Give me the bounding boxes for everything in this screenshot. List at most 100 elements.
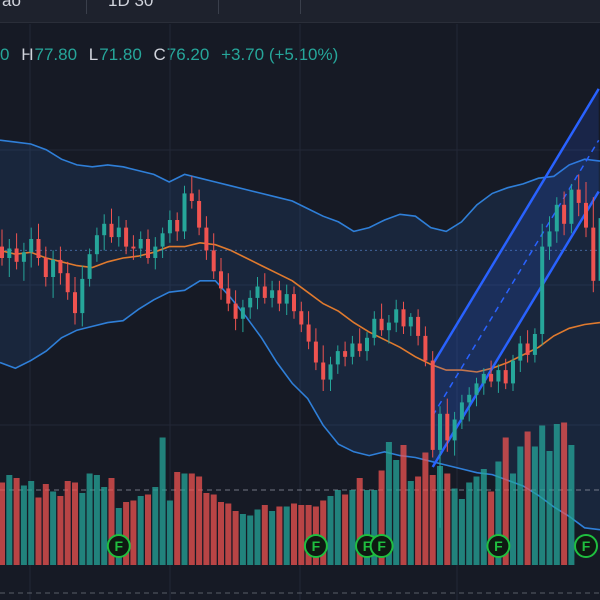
candle-body <box>503 370 508 384</box>
candle-body <box>299 311 304 325</box>
candle-body <box>204 227 209 251</box>
candle-body <box>489 373 494 382</box>
candle-body <box>116 227 121 238</box>
volume-bar <box>400 445 407 565</box>
volume-bar <box>451 488 458 565</box>
toolbar-separator <box>300 0 301 14</box>
volume-bar <box>458 499 465 565</box>
candle-body <box>532 334 537 355</box>
volume-bar <box>502 437 509 565</box>
volume-bar <box>6 475 13 565</box>
volume-bar <box>371 490 378 565</box>
candle-body <box>313 341 318 363</box>
volume-bar <box>57 496 64 565</box>
candle-body <box>248 297 253 308</box>
channel-fill <box>432 88 599 468</box>
bollinger-upper-line <box>0 139 600 233</box>
volume-bar <box>64 481 71 565</box>
earnings-marker-label: F <box>494 538 503 554</box>
volume-bar <box>422 452 429 565</box>
volume-bar <box>174 472 181 565</box>
candle-body <box>109 223 114 238</box>
volume-bar <box>145 494 151 565</box>
candle-body <box>430 360 435 450</box>
candle-body <box>372 318 377 338</box>
candle-body <box>226 288 231 304</box>
volume-bar <box>444 473 451 565</box>
candle-body <box>102 223 107 236</box>
candle-body <box>167 220 172 234</box>
candle-body <box>197 201 202 228</box>
candle-body <box>357 343 362 352</box>
candle-body <box>481 373 486 384</box>
earnings-marker-icon <box>486 534 511 558</box>
legend-open-value: 0 <box>0 45 10 64</box>
candle-body <box>292 294 296 312</box>
volume-bar <box>20 485 27 565</box>
legend-high-value: 77.80 <box>34 45 78 64</box>
candle-body <box>554 204 559 232</box>
volume-bar <box>152 487 159 565</box>
volume-bar <box>291 503 297 565</box>
candle-body <box>240 307 245 319</box>
candle-body <box>365 337 369 352</box>
legend-low-label: L <box>88 45 99 64</box>
volume-bar <box>276 506 283 565</box>
volume-bar <box>305 505 312 565</box>
volume-bar <box>524 431 531 565</box>
candle-body <box>270 290 275 298</box>
volume-bar <box>166 500 173 565</box>
candle-body <box>306 324 311 342</box>
earnings-marker-icon <box>574 534 598 558</box>
candle-body <box>146 239 150 258</box>
earnings-marker-icon <box>106 534 131 558</box>
candle-body <box>14 248 19 262</box>
candle-body <box>591 227 596 281</box>
volume-bar <box>86 473 93 565</box>
earnings-marker-label: F <box>363 538 372 554</box>
volume-bar <box>553 424 560 565</box>
candle-body <box>540 246 545 334</box>
volume-bar <box>239 514 246 565</box>
candle-body <box>452 419 457 441</box>
earnings-marker-icon <box>369 534 394 558</box>
volume-bar <box>429 475 436 565</box>
volume-bar <box>320 500 327 565</box>
volume-bar <box>261 505 268 565</box>
toolbar-item[interactable]: ao <box>2 0 21 10</box>
candle-body <box>328 364 333 380</box>
volume-bar <box>50 491 57 565</box>
candle-body <box>467 394 472 403</box>
earnings-marker-label: F <box>377 538 386 554</box>
volume-bar <box>93 475 100 565</box>
candle-body <box>131 246 136 249</box>
candle-body <box>124 227 129 247</box>
candle-body <box>138 239 143 249</box>
volume-bar <box>349 490 356 565</box>
volume-bar <box>407 481 414 565</box>
candle-body <box>547 231 552 247</box>
volume-bar <box>488 491 495 565</box>
volume-bar <box>561 422 568 565</box>
volume-bar <box>298 505 305 565</box>
legend-close-label: C <box>153 45 166 64</box>
volume-bar <box>385 442 392 565</box>
candle-body <box>379 318 384 331</box>
moving-average-line <box>0 241 600 373</box>
volume-bar <box>546 451 553 565</box>
candle-body <box>0 246 4 258</box>
candle-body <box>474 383 479 395</box>
top-toolbar: ao 1D 30 <box>0 0 600 23</box>
volume-bar <box>42 484 49 565</box>
candle-body <box>51 259 56 277</box>
candle-body <box>153 246 158 258</box>
candle-body <box>65 273 70 293</box>
candle-body <box>386 322 391 331</box>
volume-bar <box>283 506 290 565</box>
volume-bar <box>79 493 86 565</box>
candle-body <box>58 259 63 274</box>
toolbar-interval[interactable]: 1D 30 <box>108 0 154 10</box>
candle-body <box>394 309 399 323</box>
